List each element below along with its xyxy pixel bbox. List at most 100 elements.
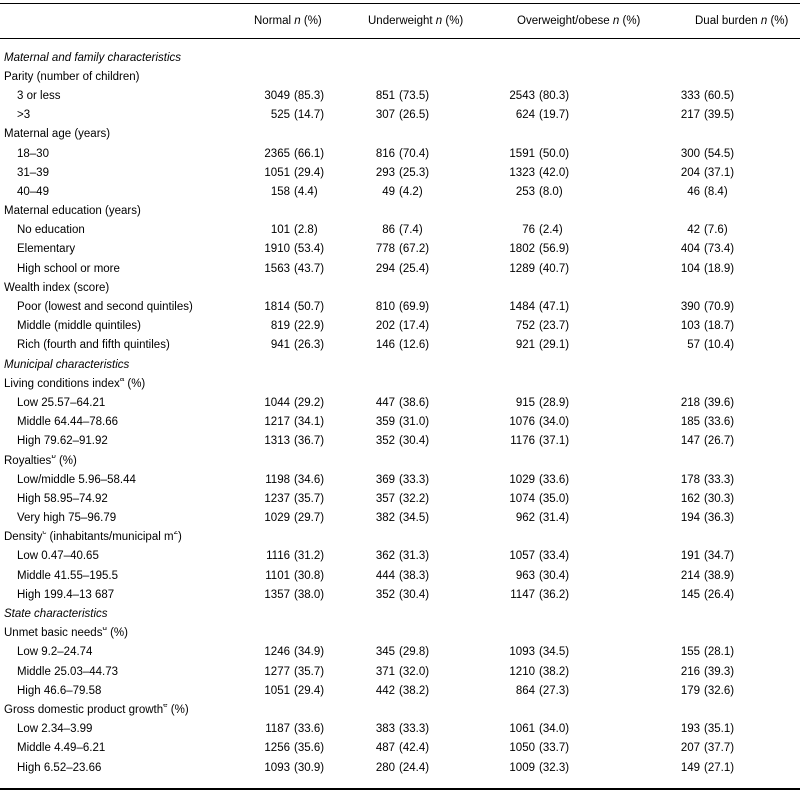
percent-value: (34.0) xyxy=(539,416,570,429)
value-cell: 333 (60.5) xyxy=(650,90,800,102)
count-value: 1210 xyxy=(509,665,535,678)
percent-value: (18.7) xyxy=(704,320,735,333)
count-value: 1237 xyxy=(264,492,290,505)
value-cell: 1057 (33.4) xyxy=(485,550,650,562)
count-value: 962 xyxy=(515,512,535,525)
data-row: High 199.4–13 687 1357 (38.0) 352 (30.4) 1147… xyxy=(0,585,800,604)
count-value: 179 xyxy=(680,684,700,697)
value-cell: 2543 (80.3) xyxy=(485,90,650,102)
value-cell: 46 (8.4) xyxy=(650,186,800,198)
percent-value: (67.2) xyxy=(399,243,430,256)
count-value: 42 xyxy=(687,224,700,237)
value-cell: 1050 (33.7) xyxy=(485,742,650,754)
percent-value: (40.7) xyxy=(539,262,570,275)
percent-value: (18.9) xyxy=(704,262,735,275)
count-value: 810 xyxy=(375,301,395,314)
percent-value: (43.7) xyxy=(294,262,325,275)
row-label: Unmet basic needsd (%) xyxy=(4,627,128,640)
percent-value: (29.7) xyxy=(294,512,325,525)
count-value: 1563 xyxy=(264,262,290,275)
group-row: Gross domestic product growthe (%) xyxy=(0,700,800,719)
percent-value: (38.0) xyxy=(294,588,325,601)
count-value: 1277 xyxy=(264,665,290,678)
percent-value: (2.4) xyxy=(539,224,563,237)
value-cell: 921 (29.1) xyxy=(485,339,650,351)
value-cell: 1802 (56.9) xyxy=(485,243,650,255)
percent-value: (34.5) xyxy=(539,646,570,659)
value-cell: 1029 (29.7) xyxy=(240,512,345,524)
row-label: 18–30 xyxy=(17,147,49,160)
value-cell: 444 (38.3) xyxy=(345,570,485,582)
percent-value: (33.3) xyxy=(399,473,430,486)
percent-value: (26.3) xyxy=(294,339,325,352)
count-value: 104 xyxy=(680,262,700,275)
value-cell: 147 (26.7) xyxy=(650,435,800,447)
row-label: No education xyxy=(17,224,85,237)
value-cell: 1217 (34.1) xyxy=(240,416,345,428)
percent-value: (30.4) xyxy=(399,588,430,601)
percent-value: (80.3) xyxy=(539,89,570,102)
percent-value: (27.3) xyxy=(539,684,570,697)
value-cell: 816 (70.4) xyxy=(345,148,485,160)
data-row: Low 0.47–40.65 1116 (31.2) 362 (31.3) 1057 (33… xyxy=(0,547,800,566)
percent-value: (31.4) xyxy=(539,512,570,525)
group-row: Parity (number of children) xyxy=(0,67,800,86)
count-value: 1289 xyxy=(509,262,535,275)
percent-value: (22.9) xyxy=(294,320,325,333)
data-row: No education 101 (2.8) 86 (7.4) 76 (2.4) 42 (7.6… xyxy=(0,221,800,240)
value-cell: 1009 (32.3) xyxy=(485,762,650,774)
value-cell: 1147 (36.2) xyxy=(485,589,650,601)
percent-value: (31.3) xyxy=(399,550,430,563)
percent-value: (85.3) xyxy=(294,89,325,102)
percent-value: (7.6) xyxy=(704,224,728,237)
value-cell: 194 (36.3) xyxy=(650,512,800,524)
data-row: Rich (fourth and fifth quintiles) 941 (26.… xyxy=(0,336,800,355)
group-row: Living conditions indexa (%) xyxy=(0,374,800,393)
count-value: 383 xyxy=(375,723,395,736)
value-cell: 525 (14.7) xyxy=(240,109,345,121)
group-row: Maternal education (years) xyxy=(0,202,800,221)
section-row: Maternal and family characteristics xyxy=(0,48,800,67)
table-header-row: Normal n (%) Underweight n (%) Overweight/… xyxy=(0,3,800,39)
percent-value: (25.4) xyxy=(399,262,430,275)
count-value: 1057 xyxy=(509,550,535,563)
value-cell: 1187 (33.6) xyxy=(240,723,345,735)
value-cell: 404 (73.4) xyxy=(650,243,800,255)
percent-value: (34.6) xyxy=(294,473,325,486)
value-cell: 1484 (47.1) xyxy=(485,301,650,313)
count-value: 1198 xyxy=(265,473,290,486)
value-cell: 280 (24.4) xyxy=(345,762,485,774)
percent-value: (35.7) xyxy=(294,665,325,678)
value-cell: 42 (7.6) xyxy=(650,224,800,236)
value-cell: 103 (18.7) xyxy=(650,320,800,332)
count-value: 307 xyxy=(375,109,395,122)
data-row: Middle 41.55–195.5 1101 (30.8) 444 (38.3) 963… xyxy=(0,566,800,585)
value-cell: 1176 (37.1) xyxy=(485,435,650,447)
count-value: 1044 xyxy=(264,396,290,409)
percent-value: (35.0) xyxy=(539,492,570,505)
count-value: 1323 xyxy=(509,166,535,179)
count-value: 1313 xyxy=(264,435,290,448)
count-value: 216 xyxy=(680,665,700,678)
value-cell: 382 (34.5) xyxy=(345,512,485,524)
percent-value: (30.9) xyxy=(294,761,325,774)
percent-value: (33.6) xyxy=(539,473,570,486)
count-value: 294 xyxy=(375,262,395,275)
data-row: High 58.95–74.92 1237 (35.7) 357 (32.2) 1074 (… xyxy=(0,489,800,508)
row-label: Royaltiesb (%) xyxy=(4,454,77,467)
percent-value: (26.5) xyxy=(399,109,430,122)
count-value: 1910 xyxy=(264,243,290,256)
percent-value: (70.4) xyxy=(399,147,430,160)
count-value: 1814 xyxy=(264,301,290,314)
percent-value: (42.0) xyxy=(539,166,570,179)
percent-value: (33.3) xyxy=(399,723,430,736)
value-cell: 1289 (40.7) xyxy=(485,263,650,275)
value-cell: 963 (30.4) xyxy=(485,570,650,582)
data-row: High 46.6–79.58 1051 (29.4) 442 (38.2) 864 (27… xyxy=(0,681,800,700)
row-label: High school or more xyxy=(17,262,120,275)
count-value: 362 xyxy=(375,550,395,563)
count-value: 1147 xyxy=(510,588,535,601)
value-cell: 207 (37.7) xyxy=(650,742,800,754)
count-value: 253 xyxy=(515,185,535,198)
count-value: 382 xyxy=(375,512,395,525)
